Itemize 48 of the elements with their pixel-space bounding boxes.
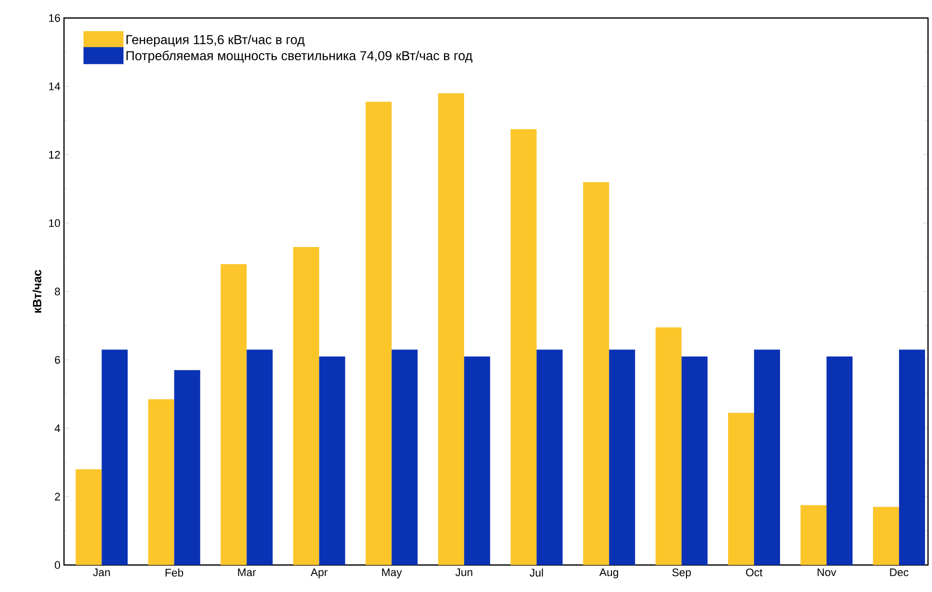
bar <box>609 350 636 565</box>
y-tick-label: 14 <box>49 82 60 90</box>
bar <box>873 506 900 565</box>
y-tick-label: 12 <box>49 150 60 159</box>
x-tick-label: Sep <box>672 568 691 578</box>
bar <box>899 350 926 565</box>
x-tick-label: May <box>382 568 402 578</box>
bar <box>293 247 320 565</box>
bar <box>826 356 853 565</box>
legend-label: Генерация 115,6 кВт/час в год <box>126 34 305 47</box>
x-tick-label: Nov <box>818 568 836 576</box>
bar <box>754 350 780 565</box>
x-tick-label: Aug <box>599 568 618 578</box>
x-tick-label: Feb <box>166 568 184 577</box>
x-tick-label: Apr <box>310 568 328 578</box>
bar <box>220 264 247 565</box>
bar <box>102 350 128 565</box>
y-axis-title: кВт/час <box>32 270 42 313</box>
bar <box>656 327 682 565</box>
y-tick-label: 8 <box>54 288 60 296</box>
bar <box>246 350 273 565</box>
bar <box>464 356 490 565</box>
x-tick-label: Jun <box>455 568 472 576</box>
y-tick-label: 2 <box>54 492 60 500</box>
x-tick-label: Jul <box>530 568 543 577</box>
x-tick-label: Jan <box>93 568 110 576</box>
y-tick-label: 6 <box>54 356 60 364</box>
bar <box>392 350 418 565</box>
y-tick-label: 16 <box>49 14 60 22</box>
bar <box>536 350 563 565</box>
bar <box>438 93 464 565</box>
legend-label: Потребляемая мощность светильника 74,09 кВт/час в год <box>126 50 472 63</box>
bar <box>800 505 827 565</box>
bar <box>319 356 346 565</box>
bar <box>76 469 102 565</box>
bar <box>728 412 754 565</box>
y-tick-label: 4 <box>54 424 60 432</box>
bar <box>510 129 537 565</box>
bar <box>366 102 392 565</box>
x-tick-label: Dec <box>890 568 908 576</box>
y-tick-label: 0 <box>54 561 60 569</box>
bar <box>682 356 708 565</box>
bar <box>174 370 200 565</box>
bar <box>583 182 610 565</box>
x-tick-label: Oct <box>746 568 762 576</box>
bar <box>148 399 174 565</box>
x-tick-label: Mar <box>238 568 256 576</box>
y-tick-label: 10 <box>49 219 60 228</box>
